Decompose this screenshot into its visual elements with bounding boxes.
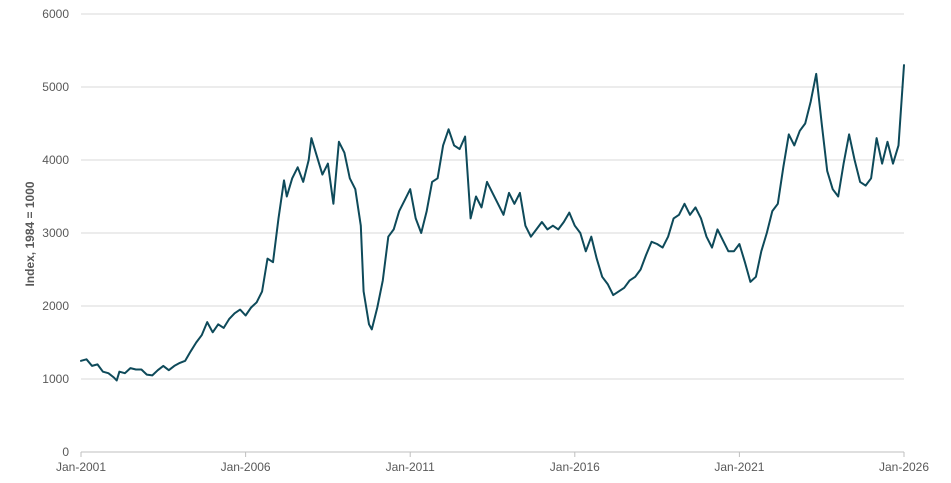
x-tick-label: Jan-2011 bbox=[386, 460, 435, 474]
y-tick-label: 2000 bbox=[42, 299, 69, 313]
series-layer bbox=[80, 64, 905, 382]
x-tick-label: Jan-2016 bbox=[550, 460, 600, 474]
y-tick-label: 3000 bbox=[42, 226, 69, 240]
series-line bbox=[80, 64, 905, 382]
y-tick-label: 6000 bbox=[42, 7, 69, 21]
y-tick-label: 0 bbox=[62, 445, 69, 459]
y-tick-label: 1000 bbox=[42, 372, 69, 386]
x-tick-label: Jan-2001 bbox=[56, 460, 106, 474]
x-tick-label: Jan-2006 bbox=[221, 460, 271, 474]
y-tick-label: 4000 bbox=[42, 153, 69, 167]
x-tick-label: Jan-2026 bbox=[879, 460, 929, 474]
y-axis-title: Index, 1984 = 1000 bbox=[23, 181, 37, 286]
x-tick-label: Jan-2021 bbox=[714, 460, 764, 474]
x-axis-tick-labels: Jan-2001 Jan-2006 Jan-2011 Jan-2016 Jan-2021… bbox=[56, 460, 929, 474]
y-axis-tick-labels: 0 1000 2000 3000 4000 5000 6000 bbox=[42, 7, 69, 459]
gridlines bbox=[81, 13, 904, 380]
axes bbox=[80, 451, 905, 457]
y-tick-label: 5000 bbox=[42, 80, 69, 94]
